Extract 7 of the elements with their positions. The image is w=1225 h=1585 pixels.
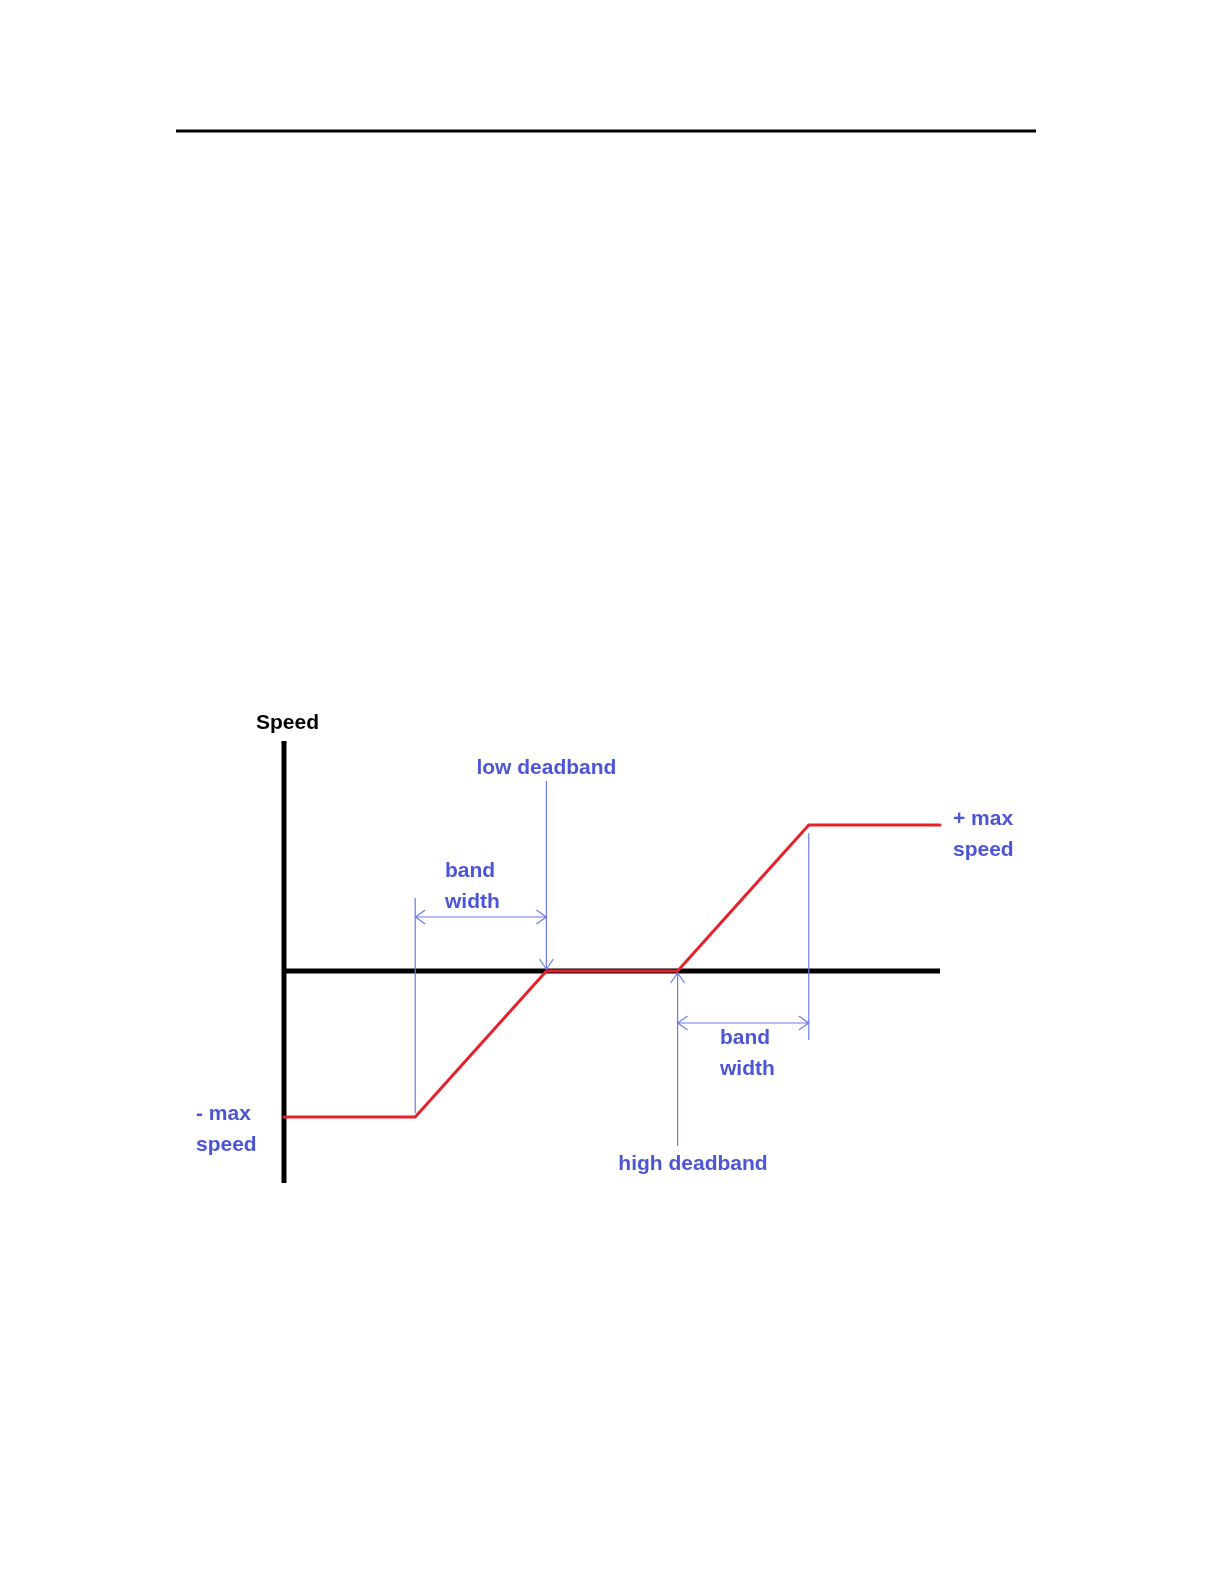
annotation: band width	[444, 858, 500, 912]
text: low deadband	[476, 755, 617, 778]
text: - max speed	[196, 1101, 257, 1155]
text: high deadband	[618, 1151, 768, 1174]
annotation: band width	[719, 1025, 775, 1079]
y-axis-title: Speed	[256, 710, 320, 733]
text: + max speed	[953, 806, 1014, 860]
